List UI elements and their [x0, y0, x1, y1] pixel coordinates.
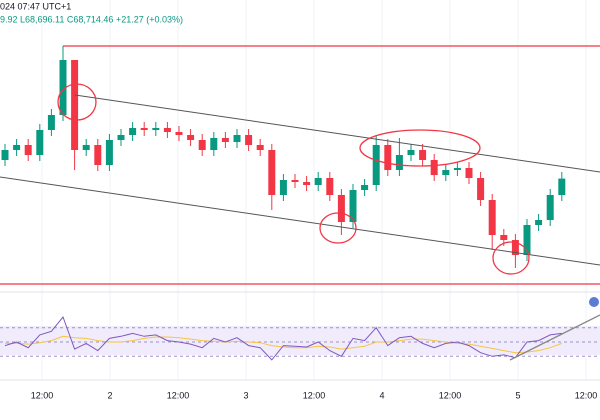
candle-body	[221, 138, 229, 142]
candles	[1, 46, 566, 268]
candle-body	[210, 138, 218, 150]
candle-body	[24, 145, 32, 155]
candle-body	[453, 168, 461, 170]
candle-body	[303, 182, 311, 185]
rsi-pane	[0, 315, 600, 361]
candle-body	[279, 180, 287, 195]
candle-body	[36, 130, 44, 155]
candle-body	[233, 135, 241, 142]
candle-body	[477, 178, 485, 200]
candle-body	[349, 190, 357, 222]
highlight-ellipse	[492, 241, 530, 275]
grid	[41, 0, 587, 380]
candle-body	[465, 168, 473, 178]
candle-body	[129, 128, 137, 135]
candle-body	[82, 145, 90, 150]
candle-body	[59, 60, 67, 115]
candle-body	[13, 145, 21, 150]
candle-body	[105, 140, 113, 165]
candle-body	[326, 178, 334, 195]
candle-body	[198, 140, 206, 150]
x-tick-label: 5	[515, 390, 520, 400]
candle-body	[558, 178, 566, 195]
flag-icon	[589, 297, 599, 307]
rsi-band	[0, 326, 600, 355]
candle-body	[500, 235, 508, 240]
channel-lower	[0, 176, 600, 266]
channel-upper	[74, 94, 600, 173]
candle-body	[71, 60, 79, 150]
candle-body	[419, 150, 427, 160]
x-tick-label: 12:00	[167, 390, 190, 400]
candle-body	[47, 115, 55, 130]
candle-body	[245, 135, 253, 145]
candle-body	[511, 240, 519, 255]
x-tick-label: 4	[379, 390, 384, 400]
candle-body	[117, 135, 125, 140]
highlight-ellipse	[319, 212, 357, 244]
candle-body	[175, 132, 183, 135]
header-ohlc: 9.92 L68,696.11 C68,714.46 +21.27 (+0.03…	[0, 14, 183, 24]
candle-body	[442, 170, 450, 175]
highlight-ellipse	[57, 83, 97, 121]
candle-body	[430, 160, 438, 175]
x-tick-label: 12:00	[31, 390, 54, 400]
candle-body	[256, 145, 264, 150]
header-time: 024 07:47 UTC+1	[0, 1, 71, 11]
candle-body	[94, 145, 102, 165]
x-tick-label: 12:00	[303, 390, 326, 400]
x-axis: 12:00 2 12:00 3 12:00 4 12:00 5 12:00	[31, 390, 598, 400]
candle-body	[361, 185, 369, 190]
x-tick-label: 2	[107, 390, 112, 400]
candle-body	[535, 220, 543, 225]
candle-body	[314, 178, 322, 185]
candle-body	[187, 135, 195, 140]
x-tick-label: 3	[243, 390, 248, 400]
rsi-ma-line	[5, 335, 562, 354]
candle-body	[291, 180, 299, 182]
candle-body	[140, 128, 148, 130]
candle-body	[337, 195, 345, 222]
candle-body	[372, 145, 380, 185]
candle-body	[407, 150, 415, 155]
rsi-line	[4, 315, 562, 361]
rsi-trendline	[509, 314, 600, 361]
candle-body	[523, 225, 531, 255]
candle-body	[546, 195, 554, 220]
candle-body	[395, 155, 403, 170]
highlight-ellipse	[359, 129, 481, 167]
x-tick-label: 12:00	[439, 390, 462, 400]
candle-body	[163, 128, 171, 132]
candle-body	[384, 145, 392, 170]
candle-body	[152, 128, 160, 130]
candle-body	[488, 200, 496, 235]
candle-body	[1, 150, 9, 160]
x-tick-label: 12:00	[575, 390, 598, 400]
candle-body	[268, 150, 276, 195]
